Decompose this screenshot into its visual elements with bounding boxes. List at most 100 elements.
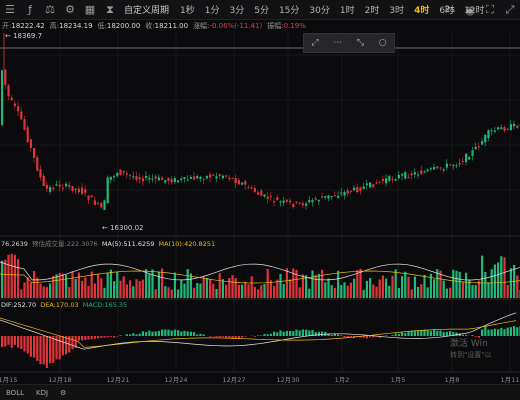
macd-histogram-bar: [180, 331, 183, 336]
volume-bar: [388, 285, 391, 298]
interval-tab[interactable]: 12时: [464, 6, 485, 16]
candle-body: [58, 184, 61, 187]
candle-body: [381, 179, 384, 181]
volume-bar: [423, 274, 426, 298]
tab-kdj[interactable]: KDJ: [36, 388, 49, 397]
candle-body: [391, 178, 394, 180]
volume-bar: [81, 280, 84, 298]
volume-bar: [317, 274, 320, 298]
candle-body: [407, 177, 410, 179]
candle-body: [413, 172, 416, 175]
candle-body: [493, 130, 496, 132]
volume-bar: [404, 271, 407, 298]
trend-line-icon[interactable]: ⤢: [311, 38, 319, 48]
macd-histogram-bar: [433, 329, 436, 336]
candle-body: [61, 187, 64, 189]
refresh-interval[interactable]: 2s: [444, 5, 455, 15]
x-axis-label: 12月18: [48, 376, 72, 384]
volume-bar: [17, 259, 20, 298]
candle-body: [266, 196, 269, 200]
macd-histogram-bar: [215, 336, 218, 337]
layout-icon[interactable]: ▦: [84, 3, 96, 16]
ray-icon[interactable]: ⤡: [356, 38, 365, 48]
interval-tab[interactable]: 6时: [439, 6, 455, 16]
volume-bar: [199, 283, 202, 298]
candle-body: [237, 180, 240, 185]
candle-body: [49, 187, 52, 192]
macd-histogram-bar: [365, 336, 368, 339]
macd-dif-line: [0, 312, 517, 350]
candle-body: [148, 178, 151, 180]
candle-body: [52, 187, 55, 190]
x-axis-label: 1月5: [390, 376, 406, 384]
interval-tab[interactable]: 1分: [204, 6, 220, 16]
tab-boll[interactable]: BOLL: [6, 388, 24, 397]
volume-bar: [420, 284, 423, 298]
candle-body: [218, 174, 221, 176]
volume-bar: [276, 279, 279, 298]
candle-body: [97, 202, 100, 204]
interval-tab[interactable]: 15分: [278, 6, 300, 16]
indicator-settings-icon[interactable]: ⚙: [60, 388, 67, 397]
macd-histogram-bar: [202, 334, 205, 336]
interval-tab[interactable]: 4时: [414, 6, 430, 16]
macd-histogram-bar: [138, 333, 141, 336]
macd-histogram-bar: [106, 336, 109, 338]
camera-icon[interactable]: ◉: [465, 3, 475, 17]
macd-histogram-bar: [455, 332, 458, 336]
volume-bar: [314, 275, 317, 298]
volume-bar: [327, 278, 330, 298]
interval-tab[interactable]: 30分: [309, 6, 330, 16]
candle-body: [39, 169, 42, 178]
macd-histogram-bar: [29, 336, 32, 357]
expand-icon[interactable]: ⤢: [505, 3, 515, 16]
volume-bar: [333, 287, 336, 298]
circle-icon[interactable]: ○: [378, 38, 387, 48]
indicator-icon[interactable]: ƒ: [28, 3, 32, 16]
fullscreen-icon[interactable]: ⛶: [486, 3, 494, 16]
interval-tab[interactable]: 3分: [229, 6, 245, 16]
settings-icon[interactable]: ⚙: [65, 3, 75, 16]
macd-histogram-bar: [237, 336, 240, 339]
macd-histogram-bar: [81, 336, 84, 341]
interval-tabs: 1秒 1分 3分 5分 15分 30分 1时 2时 3时 4时 6时 12时: [175, 3, 490, 16]
interval-tab[interactable]: 2时: [364, 6, 380, 16]
volume-bar: [180, 279, 183, 298]
volume-bar: [196, 283, 199, 298]
macd-histogram-bar: [330, 335, 333, 336]
volume-bar: [263, 284, 266, 298]
interval-tab[interactable]: 3时: [389, 6, 405, 16]
macd-histogram-bar: [397, 334, 400, 336]
candle-body: [129, 174, 132, 176]
macd-histogram-bar: [461, 334, 464, 336]
macd-histogram-bar: [257, 335, 260, 336]
volume-bar: [497, 262, 500, 298]
menu-icon[interactable]: ☰: [5, 3, 15, 16]
volume-bar: [10, 253, 13, 298]
macd-histogram-bar: [1, 336, 4, 348]
macd-histogram-bar: [359, 336, 362, 338]
candle-body: [55, 184, 58, 186]
candle-body: [404, 172, 407, 179]
candle-body: [20, 111, 23, 120]
interval-tab[interactable]: 5分: [254, 6, 269, 16]
x-axis-label: 1月15: [0, 376, 18, 384]
interval-tab[interactable]: 1秒: [180, 6, 195, 16]
macd-histogram-bar: [113, 336, 116, 338]
timeline-icon[interactable]: ⧗: [106, 2, 114, 16]
volume-bar: [61, 273, 64, 298]
compare-icon[interactable]: ⚖: [45, 3, 55, 16]
volume-bar: [193, 287, 196, 298]
horizontal-line-icon[interactable]: ⋯: [333, 38, 343, 48]
macd-histogram-bar: [481, 329, 484, 336]
volume-bar: [445, 288, 448, 298]
volume-bar: [173, 272, 176, 298]
candle-body: [340, 192, 343, 194]
interval-tab[interactable]: 1时: [339, 6, 355, 16]
candle-body: [449, 164, 452, 166]
custom-interval-select[interactable]: 自定义周期: [124, 6, 170, 16]
macd-histogram-bar: [305, 329, 308, 336]
volume-bar: [394, 269, 397, 298]
volume-bar: [362, 289, 365, 298]
